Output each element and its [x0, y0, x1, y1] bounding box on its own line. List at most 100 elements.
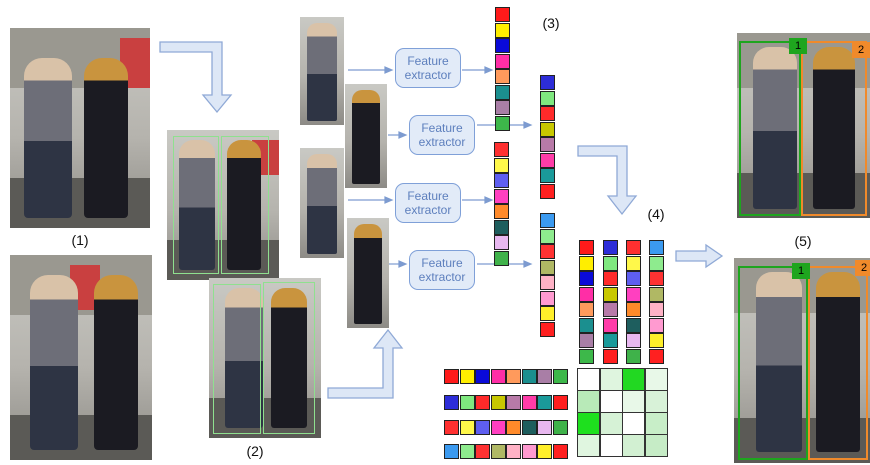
vector-cell	[540, 321, 555, 337]
column-vector-cell	[626, 255, 641, 271]
row-vector-cell	[459, 444, 475, 459]
person-2	[352, 90, 380, 184]
thin-arrows	[348, 66, 533, 268]
feature-extractor-4: Feature extractor	[409, 250, 475, 290]
similarity-cell	[644, 434, 668, 457]
column-vector-cell	[603, 348, 618, 364]
detection-box	[263, 282, 315, 434]
row-vector-cell	[475, 369, 490, 384]
person-1	[307, 154, 337, 254]
column-vector-cell	[649, 302, 664, 317]
vector-cell	[494, 188, 509, 204]
column-vector-cell	[579, 255, 594, 271]
vector-cell	[540, 152, 555, 168]
arrow-1-to-2	[159, 41, 233, 114]
person-2	[271, 288, 307, 428]
feature-extractor-1: Feature extractor	[395, 48, 461, 88]
row-vector-cell	[459, 395, 475, 410]
person-2	[813, 47, 855, 209]
row-vector-cell	[444, 420, 459, 435]
detection-box	[221, 136, 269, 274]
fe-line2: extractor	[418, 270, 466, 284]
column-vector-cell	[649, 286, 664, 302]
vector-cell	[540, 213, 555, 228]
fe-line1: Feature	[407, 189, 449, 203]
crop-2	[345, 84, 387, 188]
person-1	[30, 275, 78, 450]
row-vector-cell	[506, 420, 521, 435]
fe-line2: extractor	[404, 203, 452, 217]
fe-line1: Feature	[421, 256, 463, 270]
row-vector-cell	[444, 395, 459, 410]
row-vector-cell	[490, 444, 506, 459]
column-vector-cell	[579, 302, 594, 317]
crop-4	[347, 218, 389, 328]
track-id-2: 2	[855, 260, 870, 276]
row-vector-cell	[459, 369, 475, 384]
similarity-cell	[644, 390, 668, 413]
detection-frame-2	[209, 278, 321, 438]
row-vector-cell	[490, 369, 506, 384]
detection-box	[173, 136, 219, 274]
column-vector-cell	[649, 333, 664, 348]
column-vector-cell	[603, 317, 618, 333]
column-vector-cell	[579, 271, 594, 286]
arrow-3-to-4	[577, 145, 638, 216]
track-id-1: 1	[792, 263, 810, 279]
crop-1	[300, 17, 344, 125]
vector-cell	[494, 204, 509, 219]
vector-cell	[495, 38, 510, 53]
vector-cell	[540, 121, 555, 137]
column-vector-cell	[649, 317, 664, 333]
arrow-2-to-crops	[327, 328, 404, 399]
person-2	[227, 140, 261, 270]
column-vector-cell	[579, 317, 594, 333]
vector-cell	[494, 250, 509, 266]
vector-cell	[495, 100, 510, 115]
person-1	[179, 140, 215, 270]
column-vector-cell	[649, 271, 664, 286]
fe-line2: extractor	[418, 135, 466, 149]
track-box-1	[739, 41, 801, 216]
step-label-4: (4)	[647, 206, 665, 222]
vector-cell	[494, 219, 509, 235]
vector-cell	[540, 168, 555, 183]
row-vector-cell	[475, 420, 490, 435]
fe-line1: Feature	[407, 54, 449, 68]
person-1	[753, 47, 797, 209]
step-label-5: (5)	[794, 233, 812, 249]
vector-cell	[540, 183, 555, 199]
column-vector-cell	[579, 286, 594, 302]
row-vector-cell	[521, 420, 537, 435]
feature-extractor-3: Feature extractor	[395, 183, 461, 223]
similarity-cell	[577, 368, 600, 391]
column-vector-cell	[603, 286, 618, 302]
vector-cell	[540, 228, 555, 244]
row-vector-cell	[521, 444, 537, 459]
step-label-1: (1)	[71, 232, 89, 248]
person-1	[756, 272, 802, 452]
output-frame-2	[734, 258, 870, 463]
track-id-2: 2	[852, 42, 870, 58]
similarity-cell	[622, 368, 645, 391]
row-vector-cell	[475, 444, 490, 459]
similarity-cell	[644, 368, 668, 391]
vector-cell	[495, 84, 510, 100]
output-frame-1	[737, 33, 870, 218]
row-vector-cell	[459, 420, 475, 435]
column-vector-cell	[603, 240, 618, 255]
column-vector-cell	[579, 333, 594, 348]
person-2	[94, 275, 138, 450]
track-id-1: 1	[789, 38, 807, 54]
similarity-cell	[599, 390, 623, 413]
column-vector-cell	[603, 255, 618, 271]
row-vector-cell	[521, 395, 537, 410]
person-2	[354, 224, 382, 324]
row-vector-cell	[537, 395, 552, 410]
row-vector-cell	[475, 395, 490, 410]
column-vector-cell	[626, 348, 641, 364]
arrow-4-to-5	[675, 243, 724, 269]
column-vector-cell	[579, 240, 594, 255]
row-vector-cell	[552, 420, 568, 435]
vector-cell	[540, 75, 555, 90]
